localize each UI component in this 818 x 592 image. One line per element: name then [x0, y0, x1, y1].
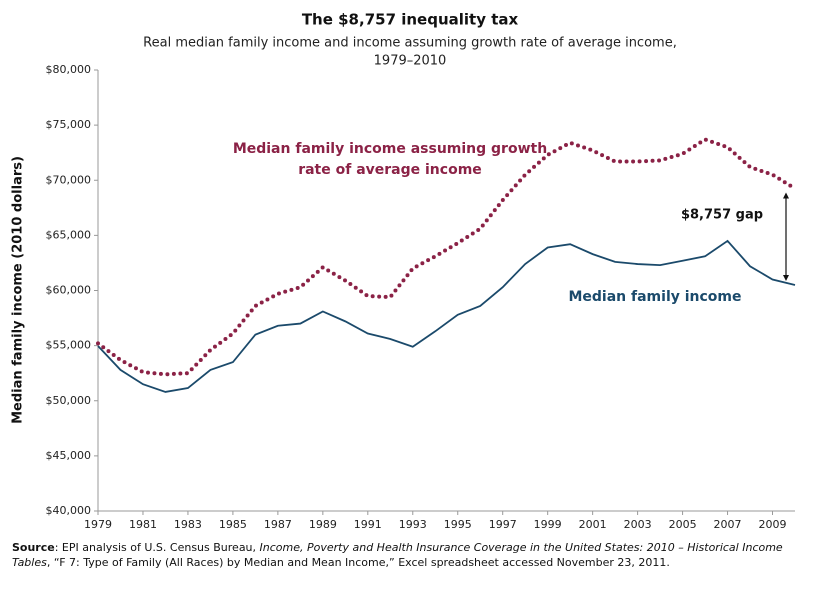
x-tick-label: 2007: [714, 518, 742, 531]
x-tick-label: 1985: [219, 518, 247, 531]
arrow-head: [783, 192, 789, 199]
y-tick-label: $75,000: [46, 118, 92, 131]
y-tick-label: $45,000: [46, 449, 92, 462]
y-tick-label: $50,000: [46, 394, 92, 407]
y-tick-label: $80,000: [46, 63, 92, 76]
source-note: Source: EPI analysis of U.S. Census Bure…: [12, 540, 808, 570]
chart: The $8,757 inequality tax Real median fa…: [11, 11, 797, 531]
x-tick-label: 1991: [354, 518, 382, 531]
x-tick-label: 1989: [309, 518, 337, 531]
series-line: [96, 137, 797, 377]
y-tick-label: $55,000: [46, 339, 92, 352]
y-tick-label: $65,000: [46, 228, 92, 241]
chart-subtitle: 1979–2010: [374, 54, 447, 69]
x-tick-label: 1987: [264, 518, 292, 531]
source-label: Source: [12, 541, 55, 554]
source-text: : EPI analysis of U.S. Census Bureau,: [54, 541, 260, 554]
source-title: Income, Poverty and Health Insurance Cov…: [12, 541, 783, 569]
series-label: Median family income: [568, 289, 741, 305]
y-tick-label: $40,000: [46, 504, 92, 517]
x-tick-label: 1999: [534, 518, 562, 531]
x-tick-label: 2003: [624, 518, 652, 531]
y-tick-label: $70,000: [46, 173, 92, 186]
chart-title: The $8,757 inequality tax: [302, 11, 519, 29]
x-tick-label: 1997: [489, 518, 517, 531]
arrow-head: [783, 274, 789, 281]
gap-label: $8,757 gap: [681, 208, 763, 223]
x-tick-label: 1993: [399, 518, 427, 531]
series-line: [97, 239, 796, 393]
series-label: Median family income assuming growth rate…: [233, 141, 547, 178]
y-tick-label: $60,000: [46, 284, 92, 297]
x-tick-label: 2009: [759, 518, 787, 531]
source-text: , “F 7: Type of Family (All Races) by Me…: [46, 556, 670, 569]
x-tick-label: 1979: [84, 518, 112, 531]
x-tick-label: 1983: [174, 518, 202, 531]
x-tick-label: 2001: [579, 518, 607, 531]
x-tick-label: 1995: [444, 518, 472, 531]
x-tick-label: 1981: [129, 518, 157, 531]
chart-subtitle: Real median family income and income ass…: [143, 36, 677, 51]
y-axis-label: Median family income (2010 dollars): [11, 156, 26, 424]
x-tick-label: 2005: [669, 518, 697, 531]
